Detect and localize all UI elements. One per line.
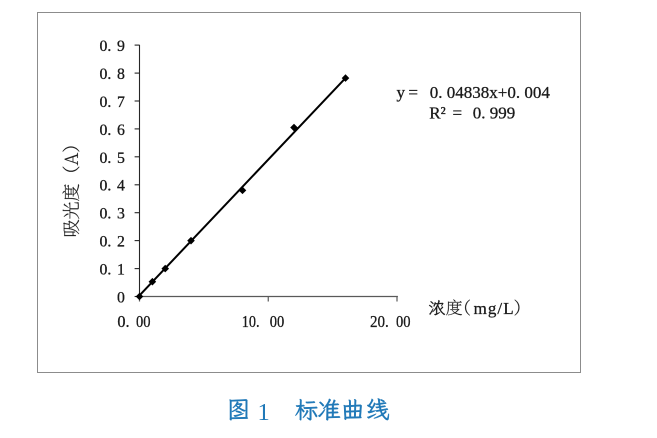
svg-text:0.: 0. [100, 94, 112, 111]
svg-text:0. 04838x+0. 004: 0. 04838x+0. 004 [430, 83, 551, 102]
svg-text:1: 1 [257, 399, 269, 426]
svg-text:0.: 0. [100, 262, 112, 279]
svg-text:3: 3 [117, 206, 125, 223]
svg-text:6: 6 [117, 122, 125, 139]
svg-text:0.: 0. [100, 122, 112, 139]
svg-text:00: 00 [136, 312, 151, 331]
svg-text:0.: 0. [117, 312, 129, 331]
svg-text:mg/L: mg/L [474, 299, 514, 318]
svg-text:00: 00 [270, 312, 285, 331]
svg-text:2: 2 [117, 234, 125, 251]
svg-text:20.: 20. [370, 312, 389, 331]
svg-text:0.: 0. [100, 234, 112, 251]
svg-text:10.: 10. [242, 312, 260, 331]
svg-text:0.: 0. [100, 38, 112, 55]
svg-text:7: 7 [117, 94, 125, 111]
svg-text:1: 1 [117, 262, 125, 279]
svg-text:y: y [397, 83, 406, 102]
svg-text:=: = [408, 83, 418, 102]
svg-text:8: 8 [117, 66, 125, 83]
svg-text:0.: 0. [100, 178, 112, 195]
svg-text:00: 00 [396, 312, 411, 331]
svg-text:0: 0 [117, 289, 125, 306]
svg-text:0. 999: 0. 999 [473, 104, 516, 123]
svg-text:0.: 0. [100, 206, 112, 223]
svg-text:5: 5 [117, 150, 125, 167]
svg-text:0.: 0. [100, 150, 112, 167]
svg-text:0.: 0. [100, 66, 112, 83]
svg-text:9: 9 [117, 38, 125, 55]
svg-text:4: 4 [117, 178, 125, 195]
svg-text:=: = [453, 104, 463, 123]
svg-text:R²: R² [429, 104, 445, 123]
